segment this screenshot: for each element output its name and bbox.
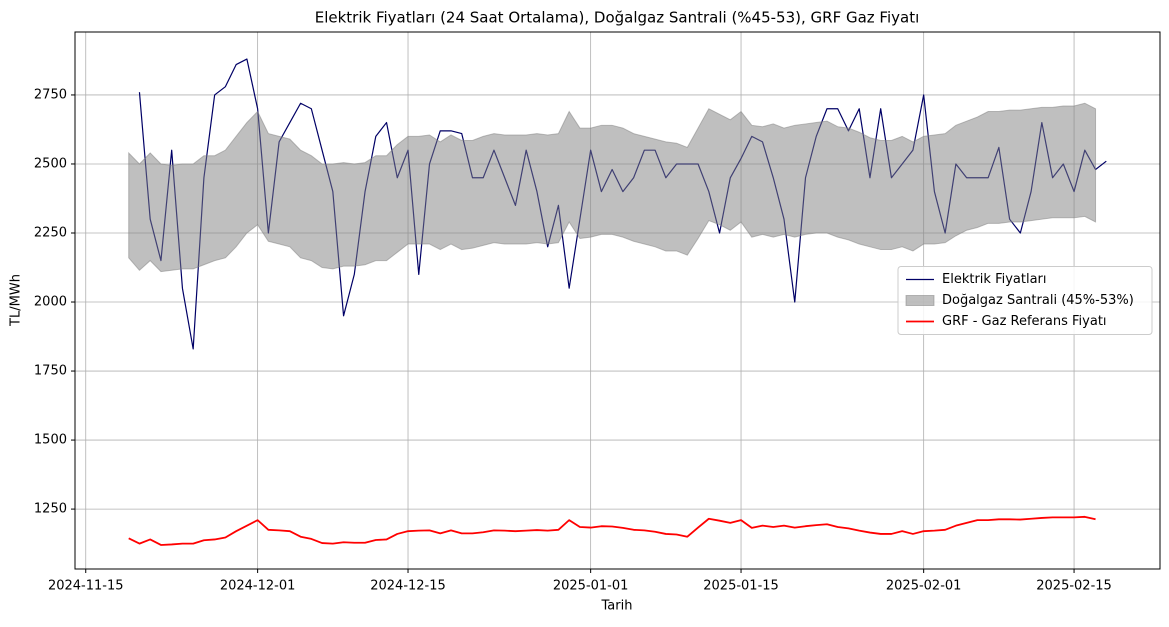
legend-label: GRF - Gaz Referans Fiyatı — [942, 314, 1107, 329]
y-tick-label: 1500 — [34, 433, 67, 448]
series-line — [128, 515, 1096, 546]
x-tick-label: 2024-12-01 — [220, 579, 296, 594]
y-tick-label: 2000 — [34, 295, 67, 310]
y-tick-label: 2750 — [34, 87, 67, 102]
x-axis-label: Tarih — [601, 599, 633, 614]
legend-label: Doğalgaz Santrali (45%-53%) — [942, 293, 1134, 308]
y-tick-label: 2250 — [34, 225, 67, 240]
plot-frame — [74, 31, 1161, 570]
band-area — [128, 102, 1097, 273]
x-tick-label: 2025-02-01 — [886, 579, 962, 594]
x-tick-label: 2025-01-15 — [703, 579, 779, 594]
legend-box — [897, 266, 1153, 335]
x-tick-label: 2024-12-15 — [370, 579, 446, 594]
x-tick-label: 2025-01-01 — [553, 579, 629, 594]
y-tick-label: 1750 — [34, 364, 67, 379]
legend-label: Elektrik Fiyatları — [942, 272, 1047, 287]
x-tick-label: 2025-02-15 — [1036, 579, 1112, 594]
legend-swatch — [905, 295, 935, 306]
y-tick-label: 1250 — [34, 502, 67, 517]
chart-title: Elektrik Fiyatları (24 Saat Ortalama), D… — [315, 9, 920, 27]
y-tick-label: 2500 — [34, 156, 67, 171]
x-tick-label: 2024-11-15 — [48, 579, 124, 594]
y-axis-label: TL/MWh — [9, 274, 24, 327]
